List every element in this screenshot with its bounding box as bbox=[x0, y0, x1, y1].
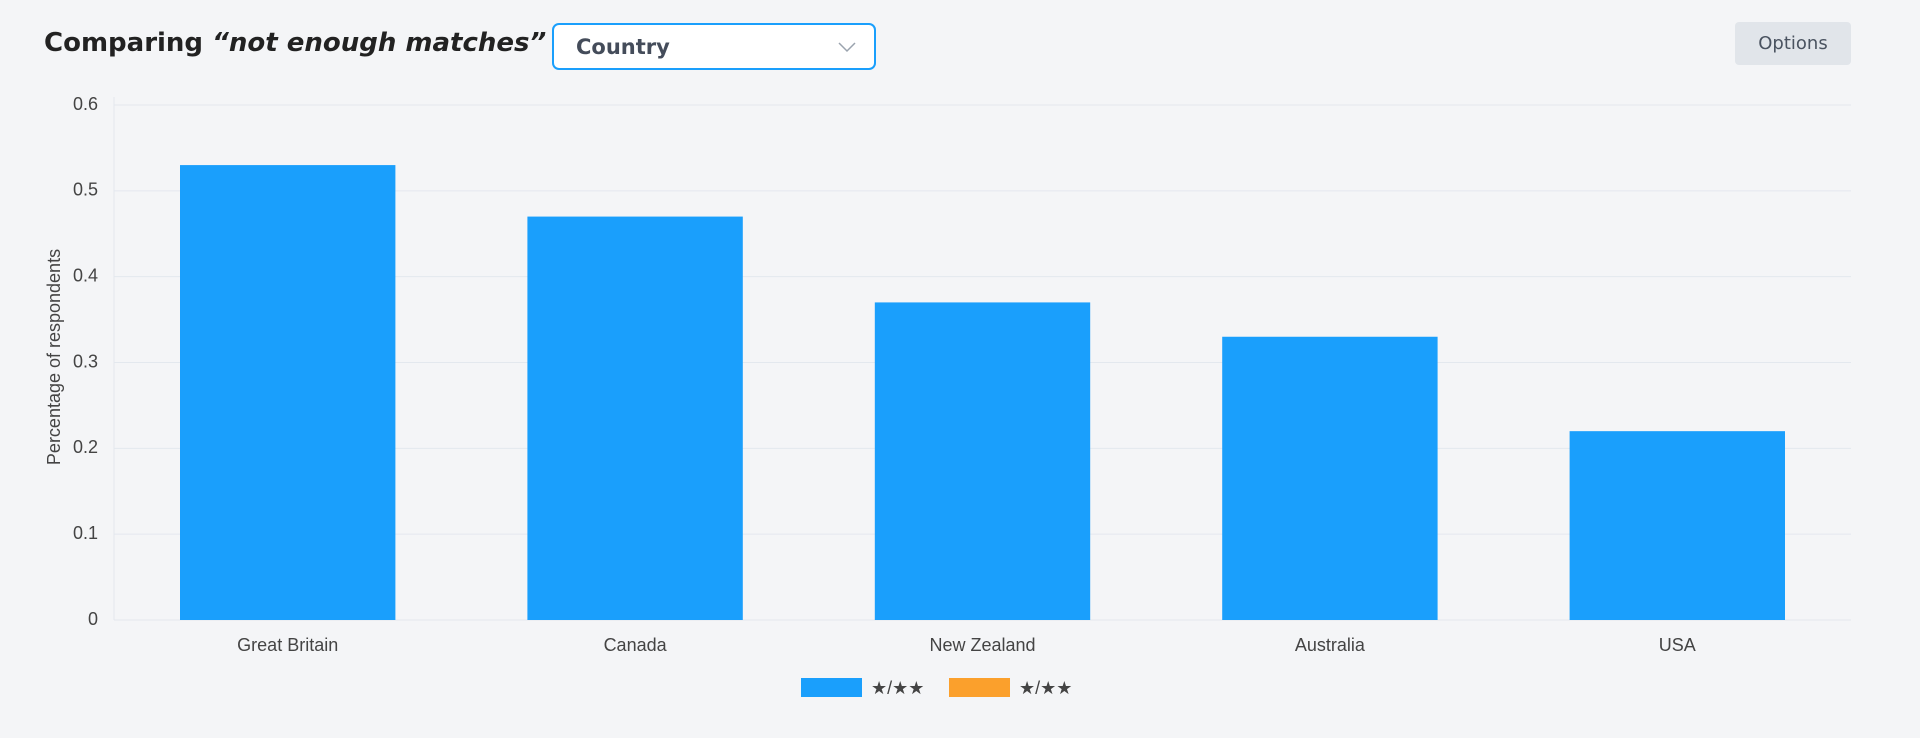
legend-label: ★/★★ bbox=[871, 678, 924, 698]
options-button[interactable]: Options bbox=[1735, 22, 1851, 65]
y-tick-label: 0.2 bbox=[73, 437, 98, 457]
chevron bbox=[838, 42, 856, 53]
legend-label: ★/★★ bbox=[1019, 678, 1072, 698]
options-label: Options bbox=[1758, 33, 1828, 54]
x-tick-label: Canada bbox=[604, 635, 668, 655]
dropdown-value: Country bbox=[576, 35, 670, 59]
legend-swatch bbox=[801, 678, 862, 697]
legend-swatch bbox=[949, 678, 1010, 697]
title: Comparing “not enough matches” across bbox=[44, 28, 650, 58]
y-tick-label: 0.4 bbox=[73, 265, 98, 285]
title-emphasis: “not enough matches” bbox=[212, 28, 547, 58]
x-tick-label: Great Britain bbox=[237, 635, 338, 655]
bar bbox=[874, 302, 1091, 620]
bar bbox=[180, 165, 396, 621]
x-tick-label: Australia bbox=[1295, 635, 1366, 655]
y-tick-label: 0.6 bbox=[73, 94, 98, 114]
dropdown[interactable]: Country bbox=[552, 23, 876, 70]
y-tick-label: 0 bbox=[88, 609, 98, 629]
x-tick-label: USA bbox=[1659, 635, 1696, 655]
y-axis-label: Percentage of respondents bbox=[44, 249, 64, 465]
y-tick-label: 0.3 bbox=[73, 351, 98, 371]
bar bbox=[527, 216, 743, 621]
bar bbox=[1569, 431, 1785, 620]
bar bbox=[1222, 336, 1438, 620]
y-tick-label: 0.5 bbox=[73, 180, 98, 200]
x-tick-label: New Zealand bbox=[929, 635, 1035, 655]
y-tick-label: 0.1 bbox=[73, 523, 98, 543]
title-prefix: Comparing bbox=[44, 28, 204, 58]
